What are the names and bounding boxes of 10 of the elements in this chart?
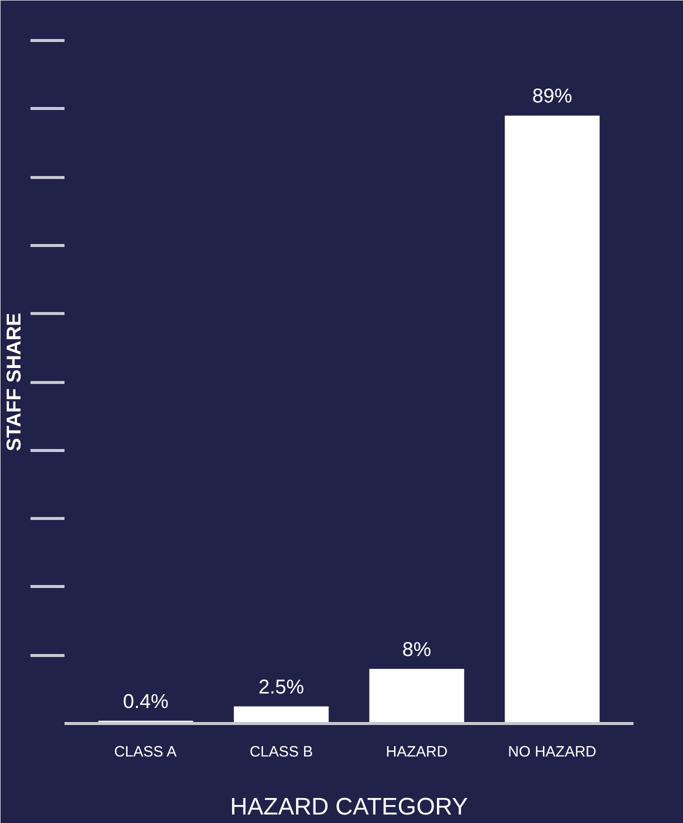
data-label: 89% (532, 86, 572, 108)
x-tick-label: CLASS B (250, 744, 313, 760)
x-tick-label: CLASS A (114, 744, 177, 760)
data-label: 8% (402, 638, 432, 661)
y-axis-title: STAFF SHARE (4, 312, 26, 452)
x-axis-title: HAZARD CATEGORY (230, 794, 468, 820)
x-tick-label: NO HAZARD (508, 744, 597, 760)
data-label: 0.4% (122, 690, 169, 713)
data-label: 2.5% (258, 676, 304, 698)
x-tick-label: HAZARD (386, 744, 448, 760)
